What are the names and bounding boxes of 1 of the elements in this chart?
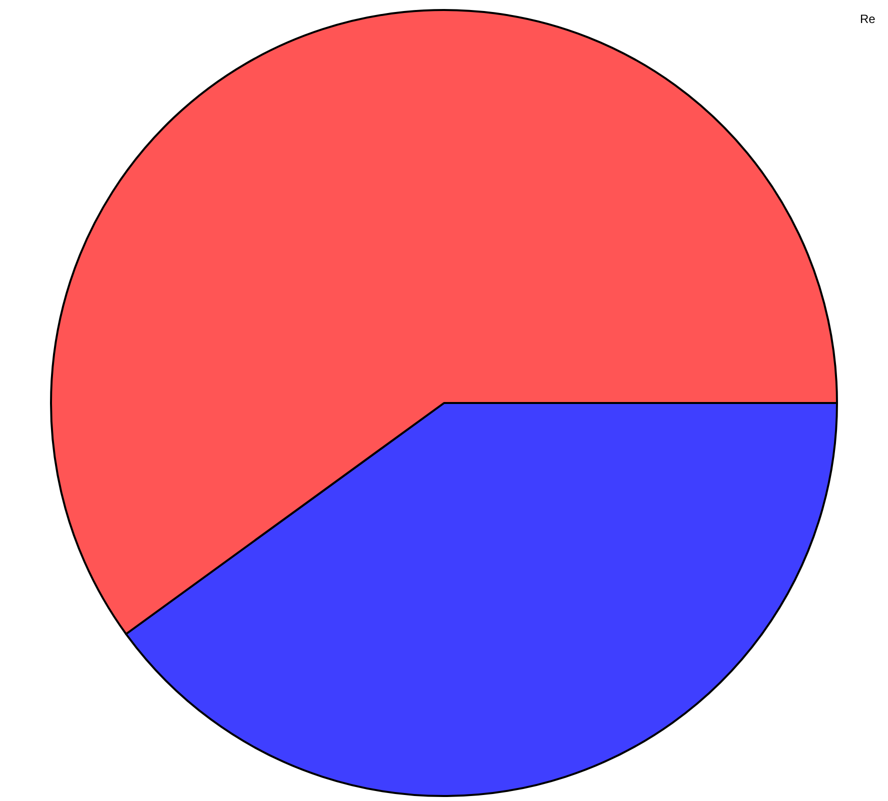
text: Re [860,12,876,26]
